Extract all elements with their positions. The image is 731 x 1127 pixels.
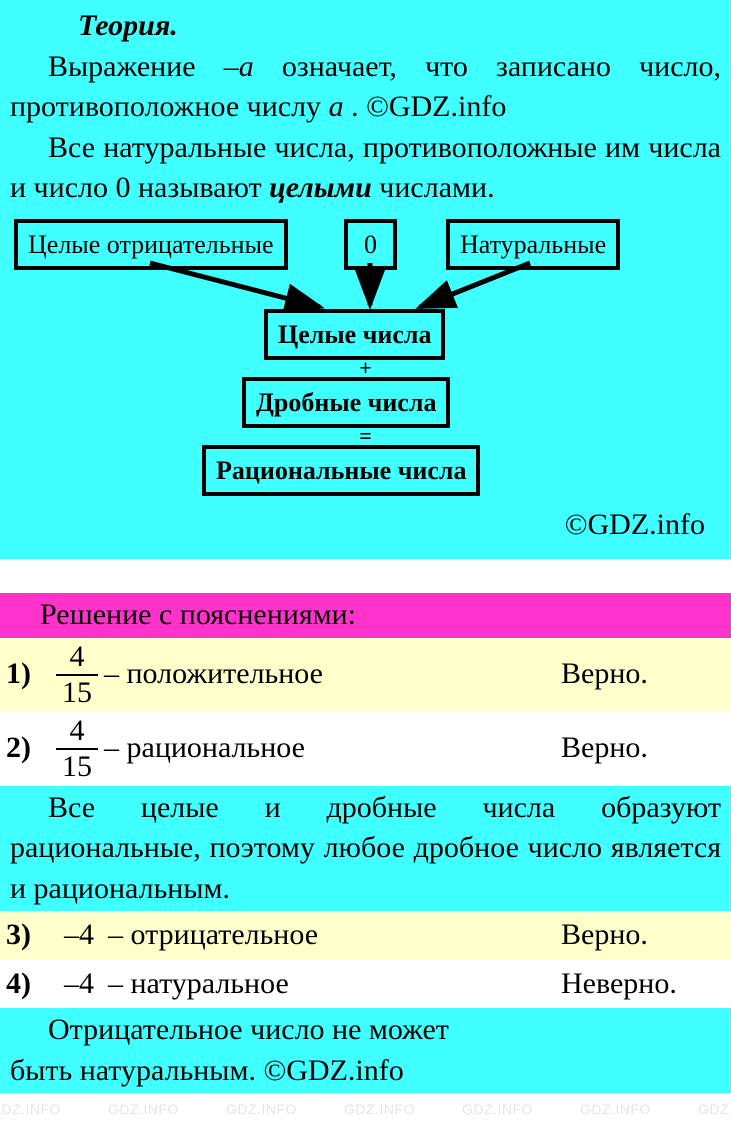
item-verdict: Неверно. [561, 964, 721, 1005]
numerator: 4 [64, 642, 91, 674]
theory-section: Теория. Выражение –a означает, что запис… [0, 0, 731, 559]
white-gap [0, 559, 731, 593]
explanation-text: Все целые и дробные числа образуют рацио… [10, 788, 721, 910]
fraction-4-15: 4 15 [56, 642, 98, 708]
numerator: 4 [64, 716, 91, 748]
text: Выражение [48, 50, 224, 83]
item-verdict: Верно. [561, 654, 721, 695]
text: . ©GDZ.info [344, 90, 507, 123]
solution-row-3: 3) –4 – отрицательное Верно. [0, 911, 731, 960]
item-number: 4) [6, 964, 50, 1005]
theory-paragraph-2: Все натуральные числа, противопо­ложные … [10, 128, 721, 209]
theory-title: Теория. [10, 6, 721, 47]
denominator: 15 [56, 750, 98, 782]
denominator: 15 [56, 676, 98, 708]
solution-row-2: 2) 4 15 – рациональное Верно. [0, 712, 731, 786]
item-description: – натуральное [108, 964, 561, 1005]
variable-a: a [329, 90, 344, 123]
diagram-arrows [10, 215, 721, 493]
solution-header: Решение с пояснениями: [0, 593, 731, 638]
item-number: 1) [6, 654, 50, 695]
explanation-text-line1: Отрицательное число не может [10, 1010, 721, 1051]
item-verdict: Верно. [561, 915, 721, 956]
solution-header-text: Решение с пояснениями: [40, 598, 356, 631]
item-value: –4 [50, 915, 108, 956]
item-verdict: Верно. [561, 728, 721, 769]
variable-neg-a: –a [224, 50, 254, 83]
theory-paragraph-1: Выражение –a означает, что записа­но чис… [10, 47, 721, 128]
item-description: – положительное [104, 654, 561, 695]
fraction-4-15: 4 15 [56, 716, 98, 782]
item-description: – рациональное [104, 728, 561, 769]
credit-text: ©GDZ.info [10, 493, 721, 546]
emphasis-whole: целыми [269, 171, 372, 204]
text: числами. [372, 171, 495, 204]
solution-row-1: 1) 4 15 – положительное Верно. [0, 638, 731, 712]
item-number: 3) [6, 915, 50, 956]
item-value: –4 [50, 964, 108, 1005]
item-number: 2) [6, 728, 50, 769]
explanation-text-line2: быть натуральным. ©GDZ.info [10, 1051, 721, 1092]
explanation-2: Отрицательное число не может быть натура… [0, 1008, 731, 1093]
number-classification-diagram: Целые отрицательные 0 Натуральные Целые … [10, 215, 721, 493]
item-description: – отрицательное [108, 915, 561, 956]
solution-row-4: 4) –4 – натуральное Неверно. [0, 960, 731, 1009]
explanation-1: Все целые и дробные числа образуют рацио… [0, 786, 731, 912]
